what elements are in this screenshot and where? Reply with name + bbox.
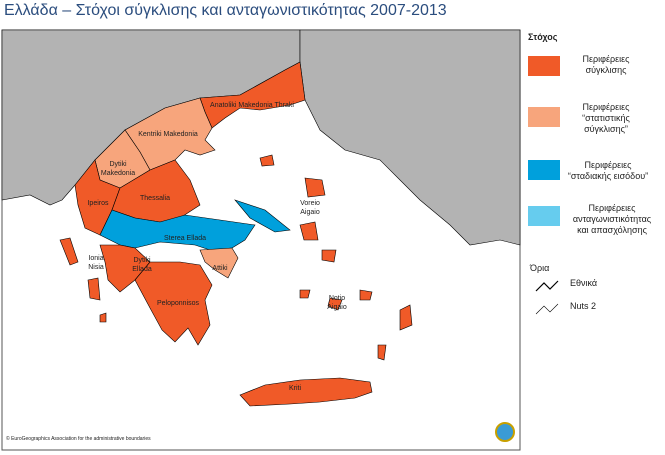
region [259,154,337,263]
region [239,377,373,407]
region-label: Ionia [88,255,103,262]
region-label: Ellada [132,266,152,273]
region-label: Aigaio [327,304,347,311]
region-label: Makedonia [101,170,135,177]
region-label: Kentriki Makedonia [138,131,198,138]
legend-swatch [528,107,560,127]
region-label: Aigaio [300,209,320,216]
legend-label: Εθνικά [570,278,597,288]
legend-label: Περιφέρειες [589,203,637,213]
legend-label: ανταγωνιστικότητας [573,214,652,224]
region-label: Notio [329,295,345,302]
legend-label: “σταδιακής εισόδου” [568,171,648,181]
legend-label: “στατιστικής [582,113,630,123]
region [199,247,239,279]
legend-swatch [528,206,560,226]
title: Ελλάδα – Στόχοι σύγκλισης και ανταγωνιστ… [4,2,447,19]
region-label: Anatoliki Makedonia Thraki [210,102,294,109]
region-label: Attiki [212,265,228,272]
region-label: Sterea Ellada [164,235,206,242]
legend-label: σύγκλισης [586,65,628,75]
legend-label: και απασχόλησης [577,225,648,235]
region-label: Peloponnisos [157,300,200,307]
legend-label: σύγκλισης” [584,124,628,134]
copyright: © EuroGeographics Association for the ad… [6,435,151,442]
region [59,237,107,323]
region [299,289,413,361]
region-label: Kriti [289,385,302,392]
boundary-symbol [535,303,559,315]
region-label: Voreio [300,200,320,207]
region-label: Nisia [88,264,104,271]
region-label: Dytiki [109,161,127,168]
legend-title: Στόχος [528,32,558,42]
legend-label: Περιφέρειες [585,160,633,170]
legend-swatch [528,56,560,76]
boundary-symbol [535,280,559,292]
region-label: Ipeiros [87,200,109,207]
region-label: Thessalia [140,195,170,202]
region [234,199,291,233]
region [134,261,213,346]
boundaries-title: Όρια [529,263,549,273]
legend-swatch [528,160,560,180]
logo [495,422,515,442]
legend-label: Περιφέρειες [583,54,631,64]
neighbour-land [299,29,521,246]
region-label: Dytiki [133,257,151,264]
legend-label: Περιφέρειες [583,102,631,112]
legend-label: Nuts 2 [570,301,596,311]
